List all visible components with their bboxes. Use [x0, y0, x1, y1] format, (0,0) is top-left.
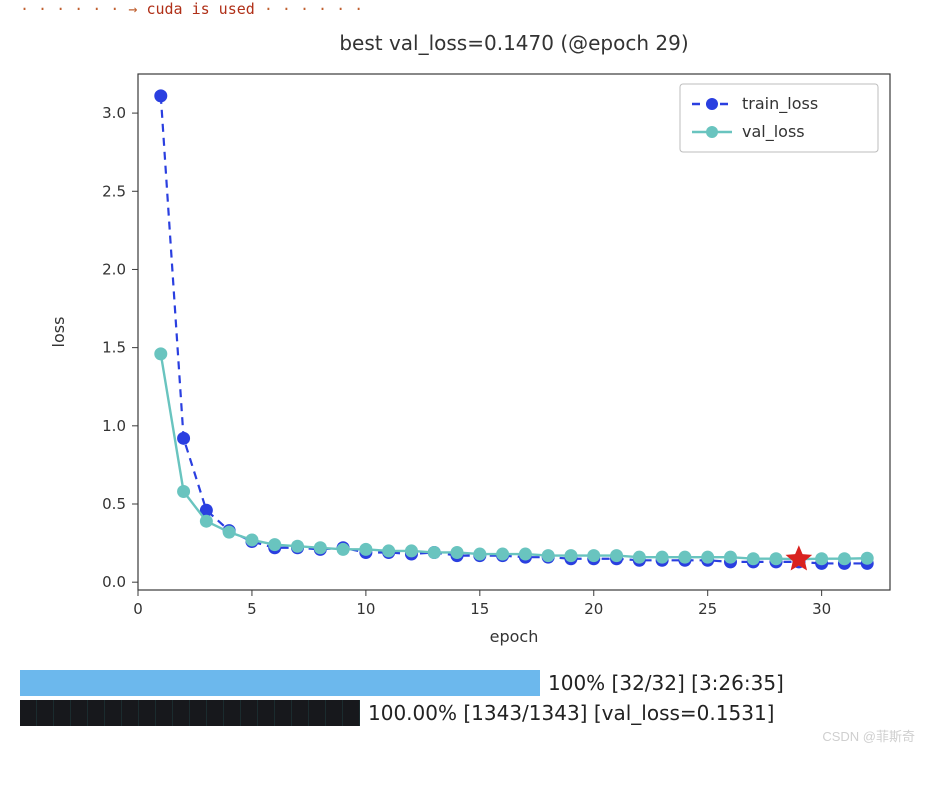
- svg-text:0.5: 0.5: [102, 495, 126, 513]
- svg-text:1.0: 1.0: [102, 417, 126, 435]
- svg-text:2.0: 2.0: [102, 260, 126, 278]
- svg-text:loss: loss: [49, 317, 68, 348]
- progress-bar-batches-track: [20, 700, 360, 726]
- progress-bar-epochs: 100% [32/32] [3:26:35]: [20, 670, 919, 696]
- loss-chart: best val_loss=0.1470 (@epoch 29) 0 5 10 15 20…: [20, 20, 920, 660]
- svg-text:2.5: 2.5: [102, 182, 126, 200]
- svg-text:1.5: 1.5: [102, 339, 126, 357]
- svg-text:25: 25: [698, 600, 717, 618]
- progress-bar-epochs-label: 100% [32/32] [3:26:35]: [548, 671, 784, 695]
- progress-bar-epochs-fill: [20, 670, 540, 696]
- svg-text:train_loss: train_loss: [742, 94, 818, 114]
- watermark: CSDN @菲斯奇: [0, 726, 939, 745]
- svg-text:30: 30: [812, 600, 831, 618]
- svg-text:val_loss: val_loss: [742, 122, 805, 142]
- svg-text:15: 15: [470, 600, 489, 618]
- svg-text:best val_loss=0.1470 (@epoch 2: best val_loss=0.1470 (@epoch 29): [339, 31, 688, 55]
- svg-text:epoch: epoch: [490, 627, 539, 646]
- progress-bar-batches-label: 100.00% [1343/1343] [val_loss=0.1531]: [368, 701, 774, 725]
- svg-text:0: 0: [133, 600, 143, 618]
- svg-text:5: 5: [247, 600, 257, 618]
- progress-bar-epochs-track: [20, 670, 540, 696]
- svg-text:10: 10: [356, 600, 375, 618]
- loss-chart-svg: best val_loss=0.1470 (@epoch 29) 0 5 10 15 20…: [20, 20, 920, 660]
- progress-bar-batches: 100.00% [1343/1343] [val_loss=0.1531]: [20, 700, 919, 726]
- svg-text:0.0: 0.0: [102, 573, 126, 591]
- console-message: cuda is used: [146, 0, 254, 18]
- svg-text:3.0: 3.0: [102, 104, 126, 122]
- svg-text:20: 20: [584, 600, 603, 618]
- console-line: · · · · · · → cuda is used · · · · · ·: [0, 0, 939, 20]
- console-dashes-left: · · · · · ·: [20, 0, 119, 18]
- progress-bar-batches-ticks: [20, 700, 360, 726]
- console-dashes-right: · · · · · ·: [264, 0, 363, 18]
- console-arrow: →: [128, 0, 137, 18]
